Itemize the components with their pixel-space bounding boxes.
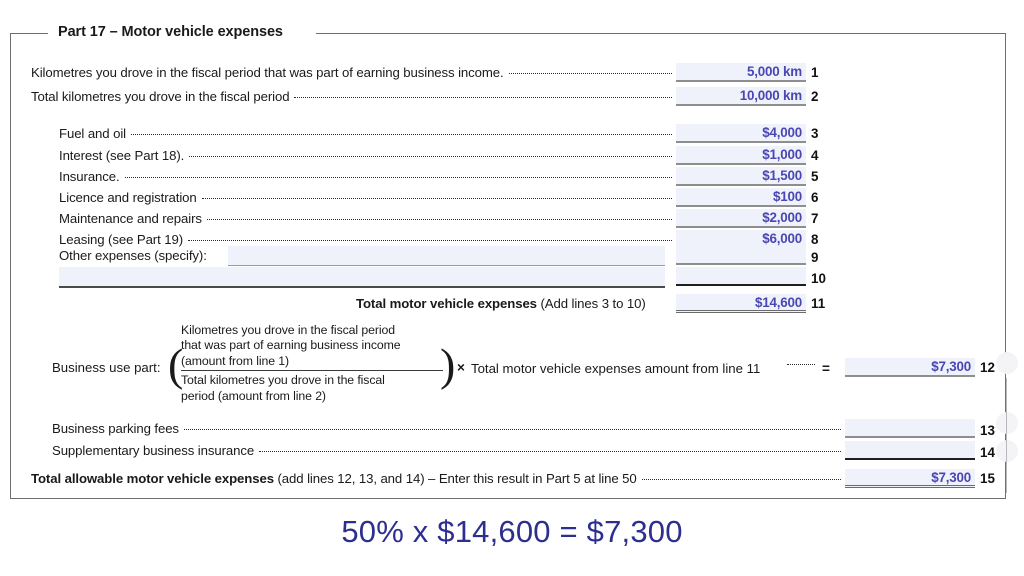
row-line-6: Licence and registration	[59, 190, 676, 209]
row-line-4: Interest (see Part 18).	[59, 148, 676, 167]
field-line-10[interactable]	[676, 267, 806, 286]
grand-total-label-bold: Total allowable motor vehicle expenses	[31, 471, 274, 486]
row-label-line-8: Leasing (see Part 19)	[59, 232, 183, 247]
line-number-11: 11	[811, 296, 826, 311]
dot-leader	[188, 240, 672, 241]
form-frame	[10, 33, 1006, 499]
fraction-numerator-line-2: that was part of earning business income	[181, 338, 401, 353]
dot-leader	[130, 134, 672, 135]
other-expenses-input-b[interactable]	[59, 267, 665, 288]
business-use-expression: Total motor vehicle expenses amount from…	[471, 361, 761, 376]
line-number-7: 7	[811, 211, 819, 226]
open-paren-glyph: (	[168, 339, 184, 390]
field-line-9[interactable]	[676, 246, 806, 265]
dot-leader	[259, 451, 841, 452]
line-number-10: 10	[811, 271, 826, 286]
dot-leader	[641, 479, 841, 480]
row-label-line-7: Maintenance and repairs	[59, 211, 202, 226]
line-number-14: 14	[980, 445, 995, 460]
fraction-denominator: Total kilometres you drove in the fiscal…	[181, 373, 443, 404]
scrollbar-track[interactable]	[1006, 378, 1008, 493]
row-line-3: Fuel and oil	[59, 126, 676, 145]
fraction-bar	[181, 370, 443, 372]
line-number-1: 1	[811, 65, 819, 80]
row-line-5: Insurance.	[59, 169, 676, 188]
field-line-14[interactable]	[845, 441, 975, 460]
row-label-line-13: Business parking fees	[52, 421, 179, 436]
field-line-1[interactable]: 5,000 km	[676, 63, 806, 82]
row-line-14: Supplementary business insurance	[52, 443, 845, 462]
row-line-7: Maintenance and repairs	[59, 211, 676, 230]
scroll-handle-artifact[interactable]	[996, 352, 1018, 374]
row-label-line-5: Insurance.	[59, 169, 120, 184]
grand-total-label-rest: (add lines 12, 13, and 14) – Enter this …	[277, 471, 637, 486]
field-line-3[interactable]: $4,000	[676, 124, 806, 143]
equals-operator: =	[822, 361, 830, 376]
line-number-8: 8	[811, 232, 819, 247]
dot-leader	[508, 73, 672, 74]
line-number-6: 6	[811, 190, 819, 205]
row-label-line-1: Kilometres you drove in the fiscal perio…	[31, 65, 504, 80]
row-label-line-2: Total kilometres you drove in the fiscal…	[31, 89, 290, 104]
total-motor-vehicle-label: Total motor vehicle expenses (Add lines …	[356, 296, 646, 311]
field-line-7[interactable]: $2,000	[676, 209, 806, 228]
part-title: Part 17 – Motor vehicle expenses	[54, 24, 287, 40]
dot-leader	[189, 156, 672, 157]
line-number-3: 3	[811, 126, 819, 141]
row-line-13: Business parking fees	[52, 421, 845, 440]
other-expenses-input-a[interactable]	[228, 246, 665, 266]
line-number-5: 5	[811, 169, 819, 184]
total-motor-vehicle-label-bold: Total motor vehicle expenses	[356, 296, 537, 311]
dot-leader	[787, 364, 815, 365]
line-number-15: 15	[980, 471, 995, 486]
business-use-part-label: Business use part:	[52, 360, 161, 375]
line-number-13: 13	[980, 423, 995, 438]
fraction-denominator-line-2: period (amount from line 2)	[181, 388, 326, 403]
row-line-1: Kilometres you drove in the fiscal perio…	[31, 65, 676, 84]
multiply-operator: ×	[457, 360, 465, 375]
fraction-numerator-line-3: (amount from line 1)	[181, 353, 290, 368]
close-paren-glyph: )	[440, 339, 456, 390]
row-line-15: Total allowable motor vehicle expenses (…	[31, 471, 845, 490]
line-number-2: 2	[811, 89, 819, 104]
form-frame-top-left-rule	[10, 33, 48, 34]
field-line-13[interactable]	[845, 419, 975, 438]
dot-leader	[294, 97, 672, 98]
other-expenses-label: Other expenses (specify):	[59, 248, 207, 263]
field-line-12[interactable]: $7,300	[845, 358, 975, 377]
field-line-11[interactable]: $14,600	[676, 294, 806, 313]
row-label-line-4: Interest (see Part 18).	[59, 148, 185, 163]
row-line-8: Leasing (see Part 19)	[59, 232, 676, 251]
row-label-line-3: Fuel and oil	[59, 126, 126, 141]
line-number-12: 12	[980, 360, 995, 375]
row-label-line-6: Licence and registration	[59, 190, 197, 205]
fraction-numerator-line-1: Kilometres you drove in the fiscal perio…	[181, 323, 395, 337]
fraction-numerator: Kilometres you drove in the fiscal perio…	[181, 323, 443, 369]
row-label-line-14: Supplementary business insurance	[52, 443, 255, 458]
summary-caption: 50% x $14,600 = $7,300	[341, 514, 683, 549]
field-line-5[interactable]: $1,500	[676, 167, 806, 186]
dot-leader	[201, 198, 672, 199]
fraction-denominator-line-1: Total kilometres you drove in the fiscal	[181, 373, 385, 388]
business-use-fraction: Kilometres you drove in the fiscal perio…	[181, 323, 443, 404]
row-line-2: Total kilometres you drove in the fiscal…	[31, 89, 676, 108]
form-frame-top-right-rule	[316, 33, 1006, 34]
field-line-4[interactable]: $1,000	[676, 146, 806, 165]
total-motor-vehicle-label-rest: (Add lines 3 to 10)	[540, 296, 646, 311]
dot-leader	[206, 219, 672, 220]
line-number-9: 9	[811, 250, 819, 265]
dot-leader	[124, 177, 672, 178]
field-line-15[interactable]: $7,300	[845, 469, 975, 488]
line-number-4: 4	[811, 148, 819, 163]
dot-leader	[183, 429, 841, 430]
grand-total-label: Total allowable motor vehicle expenses (…	[31, 471, 637, 486]
field-line-6[interactable]: $100	[676, 188, 806, 207]
field-line-2[interactable]: 10,000 km	[676, 87, 806, 106]
